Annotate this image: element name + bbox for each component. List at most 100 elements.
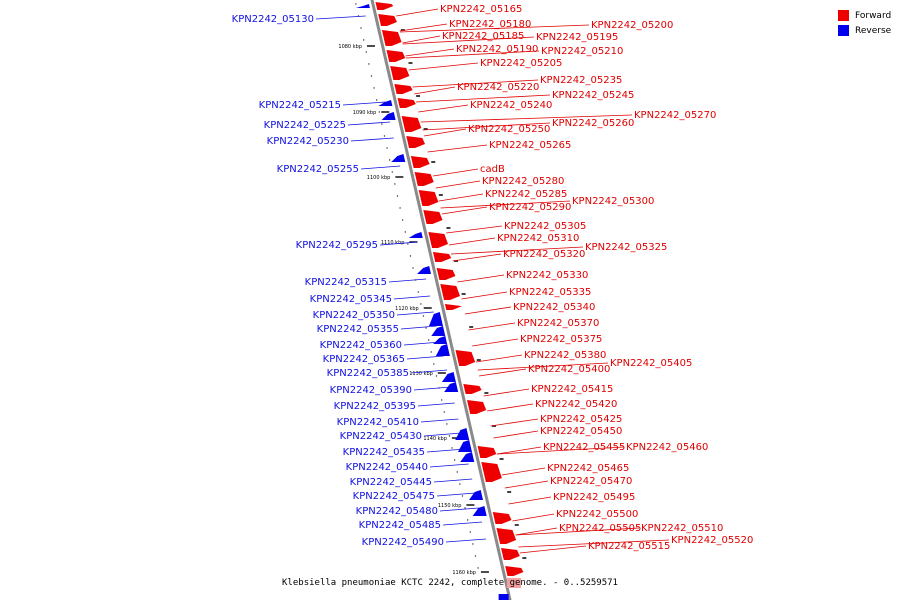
forward-gene-label: KPN2242_05205 — [480, 58, 562, 69]
forward-gene-block — [414, 172, 434, 186]
reverse-swatch — [838, 25, 849, 36]
reverse-gene-block — [355, 4, 370, 8]
reverse-gene-label: KPN2242_05395 — [334, 401, 416, 412]
forward-leader-line — [412, 79, 539, 88]
forward-gene-block — [406, 136, 426, 148]
legend: Forward Reverse — [838, 8, 891, 38]
reverse-gene-label: KPN2242_05410 — [337, 417, 419, 428]
scale-dot — [412, 267, 414, 269]
reverse-gene-label: KPN2242_05350 — [313, 310, 395, 321]
kbp-tick-label: 1160 kbp — [452, 570, 476, 576]
forward-leader-line — [512, 513, 555, 522]
forward-leader-line — [435, 180, 481, 189]
forward-leader-line — [496, 446, 542, 455]
forward-gene-label: KPN2242_05260 — [552, 118, 634, 129]
forward-gene-block — [381, 30, 402, 46]
scale-dot — [360, 27, 362, 29]
reverse-gene-block — [391, 154, 406, 162]
kbp-tick-label: 1130 kbp — [409, 371, 433, 377]
reverse-gene-block — [381, 112, 396, 120]
reverse-gene-label: KPN2242_05315 — [305, 277, 387, 288]
forward-gene-block — [394, 84, 413, 94]
forward-leader-line — [475, 354, 523, 363]
scale-dot — [464, 507, 466, 509]
forward-gene-label: KPN2242_05235 — [540, 75, 622, 86]
scale-dot — [407, 243, 409, 245]
legend-reverse-label: Reverse — [855, 25, 892, 36]
forward-leader-line — [508, 496, 552, 505]
forward-gene-label: KPN2242_05240 — [470, 100, 552, 111]
reverse-gene-block — [460, 452, 475, 462]
reverse-gene-block — [457, 440, 472, 452]
reverse-leader-line — [360, 165, 401, 170]
forward-gene-label: KPN2242_05280 — [482, 176, 564, 187]
reverse-gene-label: KPN2242_05445 — [350, 477, 432, 488]
forward-gene-label: KPN2242_05320 — [503, 249, 585, 260]
kbp-tick-label: 1110 kbp — [381, 240, 405, 246]
forward-leader-line — [464, 306, 512, 315]
forward-gene-label: KPN2242_05340 — [513, 302, 595, 313]
reverse-leader-line — [436, 492, 476, 497]
reverse-gene-label: KPN2242_05345 — [310, 294, 392, 305]
forward-leader-line — [402, 35, 441, 44]
genome-caption: Klebsiella pneumoniae KCTC 2242, complet… — [282, 578, 618, 588]
forward-gene-label: KPN2242_05330 — [506, 270, 588, 281]
reverse-leader-line — [423, 432, 462, 437]
forward-gene-label: KPN2242_05455 — [543, 442, 625, 453]
forward-leader-line — [422, 122, 551, 131]
reverse-gene-label: KPN2242_05385 — [327, 368, 409, 379]
forward-leader-line — [414, 86, 456, 95]
reverse-leader-line — [433, 478, 473, 483]
forward-leader-line — [451, 246, 584, 255]
scale-dot — [370, 75, 373, 77]
reverse-gene-label: KPN2242_05255 — [277, 164, 359, 175]
scale-dot — [474, 555, 477, 557]
forward-gene-label: KPN2242_05415 — [531, 384, 613, 395]
reverse-leader-line — [426, 448, 466, 453]
reverse-leader-line — [400, 325, 438, 330]
forward-leader-line — [416, 94, 551, 103]
forward-leader-line — [518, 539, 670, 548]
forward-gene-block — [410, 156, 430, 168]
reverse-gene-block — [378, 100, 393, 106]
forward-gene-block — [428, 232, 449, 248]
scale-dot — [394, 183, 396, 185]
scale-dot — [453, 459, 456, 461]
reverse-gene-block — [455, 428, 470, 440]
forward-gene-label: KPN2242_05420 — [535, 399, 617, 410]
scale-dot — [404, 231, 406, 233]
forward-leader-line — [457, 274, 505, 283]
reverse-leader-line — [350, 137, 394, 142]
forward-leader-line — [468, 322, 516, 331]
scale-dot — [451, 447, 453, 449]
forward-gene-block — [440, 284, 460, 300]
forward-gene-block — [397, 98, 416, 108]
scale-dot — [448, 435, 451, 437]
reverse-gene-label: KPN2242_05215 — [259, 100, 341, 111]
scale-dot — [362, 39, 365, 41]
forward-leader-line — [438, 193, 484, 202]
reverse-leader-line — [442, 521, 483, 526]
forward-gene-label: KPN2242_05380 — [524, 350, 606, 361]
scale-dot — [391, 171, 393, 173]
forward-gene-label: KPN2242_05400 — [528, 364, 610, 375]
forward-leader-line — [448, 237, 496, 246]
forward-leader-line — [402, 36, 535, 45]
forward-leader-line — [504, 480, 549, 489]
scale-dot — [375, 99, 378, 101]
forward-leader-line — [483, 388, 530, 397]
forward-gene-label: KPN2242_05250 — [468, 124, 550, 135]
forward-leader-line — [472, 338, 519, 347]
forward-gene-block — [492, 512, 512, 524]
reverse-gene-block — [431, 326, 446, 336]
forward-swatch — [838, 10, 849, 21]
forward-gene-label: KPN2242_05500 — [556, 509, 638, 520]
forward-leader-line — [490, 418, 539, 427]
forward-gene-block — [463, 384, 482, 394]
forward-gene-block — [423, 210, 443, 224]
scale-dot — [396, 195, 399, 197]
reverse-gene-label: KPN2242_05130 — [232, 14, 314, 25]
forward-gene-block — [390, 66, 410, 80]
reverse-leader-line — [413, 386, 452, 391]
reverse-leader-line — [445, 538, 486, 543]
